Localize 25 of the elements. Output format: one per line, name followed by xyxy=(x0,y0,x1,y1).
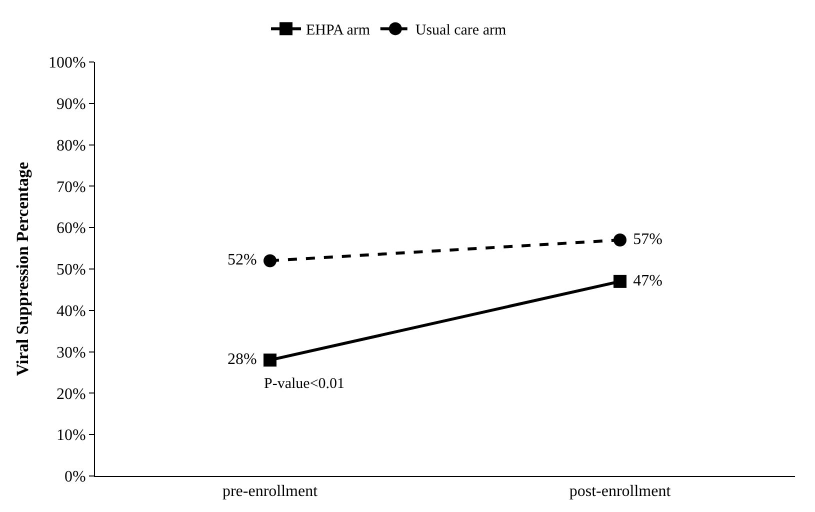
y-tick-label: 90% xyxy=(56,96,86,113)
y-tick-label: 0% xyxy=(64,468,86,486)
y-tick-label: 10% xyxy=(56,427,86,444)
point xyxy=(264,254,276,268)
x-tick-label: post-enrollment xyxy=(569,483,672,500)
data-label: 52% xyxy=(224,252,261,269)
y-axis-title: Viral Suppression Percentage xyxy=(13,162,32,376)
y-tick-label: 70% xyxy=(56,178,86,196)
data-label: 47% xyxy=(629,272,666,290)
y-tick-label: 60% xyxy=(56,220,86,238)
data-label: 28% xyxy=(224,351,261,368)
y-tick-label: 20% xyxy=(56,386,86,403)
annotation: P-value<0.01 xyxy=(264,376,345,392)
y-tick-label: 40% xyxy=(56,303,86,320)
y-tick-label: 50% xyxy=(56,262,86,279)
x-tick-label: pre-enrollment xyxy=(222,483,318,500)
data-label: 57% xyxy=(629,231,666,248)
legend-label: EHPA arm xyxy=(306,22,370,39)
y-tick-label: 30% xyxy=(56,344,86,362)
point xyxy=(264,354,276,367)
legend-label: Usual care arm xyxy=(415,22,506,39)
point xyxy=(614,274,626,288)
point xyxy=(614,234,626,247)
y-tick-label: 100% xyxy=(48,54,86,72)
y-tick-label: 80% xyxy=(56,137,86,154)
